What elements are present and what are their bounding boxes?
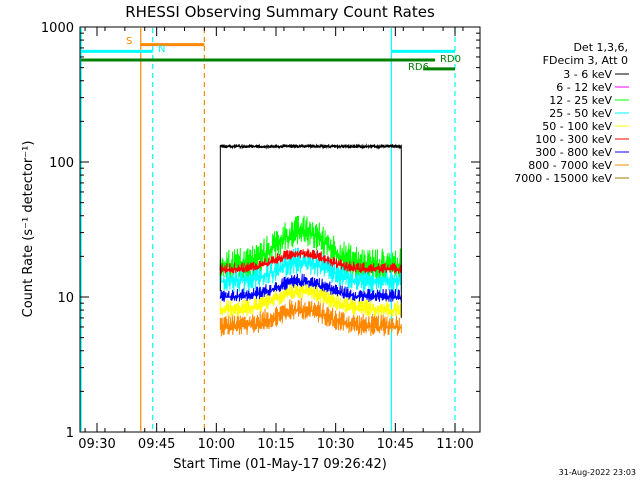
y-tick-label: 100	[49, 156, 74, 171]
plot-frame	[79, 26, 481, 433]
y-tick-label: 1	[66, 426, 74, 441]
legend-entry-label: 50 - 100 keV	[542, 120, 612, 133]
legend-entry-label: 12 - 25 keV	[549, 94, 612, 107]
series-100to300keV-line	[219, 248, 402, 274]
timestamp: 31-Aug-2022 23:03	[559, 468, 636, 477]
series-3to6keV-line	[219, 143, 402, 150]
plot-area: S N RD0 RD6	[80, 28, 461, 431]
flag-label-rd0: RD0	[440, 54, 461, 65]
x-tick-label: 11:00	[436, 437, 473, 452]
y-tick-label: 1000	[41, 21, 74, 36]
legend-entry-label: 7000 - 15000 keV	[514, 172, 612, 185]
legend-entry-label: 100 - 300 keV	[535, 133, 612, 146]
x-tick-label: 10:30	[317, 437, 354, 452]
legend-header-line-1: Det 1,3,6,	[573, 41, 628, 54]
legend-entry-label: 6 - 12 keV	[556, 81, 612, 94]
flag-label-rd6: RD6	[408, 62, 429, 73]
x-tick-label: 10:15	[257, 437, 294, 452]
x-tick-label: 10:00	[198, 437, 235, 452]
series-25to50keV-line	[219, 247, 402, 293]
flag-label-s: S	[126, 36, 132, 47]
series-50to100keV-line	[219, 281, 402, 318]
legend-entry-label: 25 - 50 keV	[549, 107, 612, 120]
x-axis-label: Start Time (01-May-17 09:26:42)	[173, 457, 387, 472]
axes: 1 10 100 1000 09:30 09:45 10:00 10:15 10:30 10:45…	[41, 21, 480, 452]
x-tick-label: 09:30	[78, 437, 115, 452]
x-tick-label: 10:45	[377, 437, 414, 452]
legend-entry-label: 3 - 6 keV	[563, 68, 612, 81]
x-tick-label: 09:45	[138, 437, 175, 452]
flag-label-n: N	[158, 44, 165, 55]
y-axis-label: Count Rate (s⁻¹ detector⁻¹)	[21, 141, 36, 318]
legend-header-line-2: FDecim 3, Att 0	[543, 54, 628, 67]
y-tick-label: 10	[57, 291, 74, 306]
series-300to800keV-line	[219, 273, 402, 303]
legend-entry-label: 800 - 7000 keV	[528, 159, 612, 172]
chart-title: RHESSI Observing Summary Count Rates	[125, 3, 435, 21]
legend-entry-label: 300 - 800 keV	[535, 146, 612, 159]
series-800to7000keV-line	[219, 297, 402, 337]
